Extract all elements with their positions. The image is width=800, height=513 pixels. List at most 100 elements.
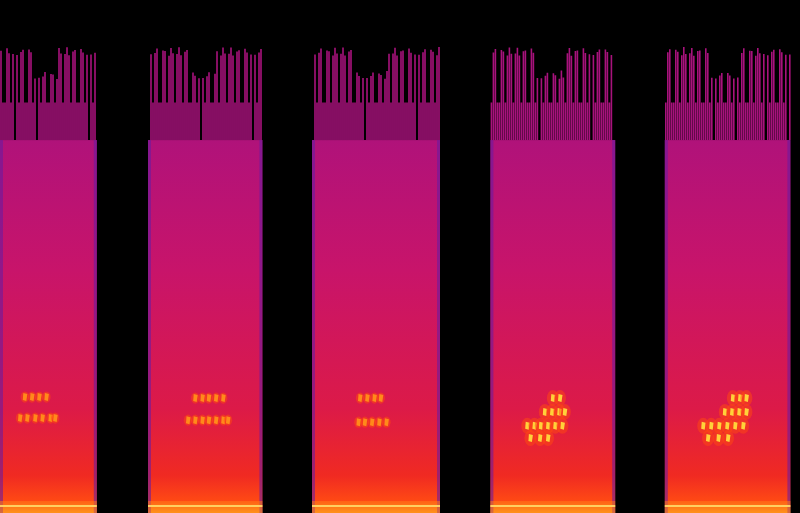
note-glow bbox=[702, 430, 714, 446]
note-glow bbox=[51, 412, 59, 423]
segment bbox=[490, 47, 615, 513]
note bbox=[193, 394, 198, 402]
note-glow bbox=[28, 391, 36, 402]
spectrogram bbox=[0, 0, 800, 513]
floor-line bbox=[665, 505, 791, 507]
note bbox=[214, 394, 219, 402]
note bbox=[709, 422, 714, 430]
plot-area bbox=[0, 47, 790, 513]
segment-body bbox=[148, 140, 262, 513]
note-glow bbox=[212, 392, 220, 403]
note bbox=[358, 394, 363, 402]
note bbox=[717, 422, 722, 430]
note bbox=[558, 394, 563, 402]
edge bbox=[490, 140, 493, 513]
note-glow bbox=[375, 417, 383, 428]
streaks bbox=[666, 47, 790, 140]
edge bbox=[0, 140, 3, 513]
note bbox=[701, 422, 706, 430]
note bbox=[200, 394, 205, 402]
note bbox=[706, 434, 711, 442]
note bbox=[546, 434, 551, 442]
note bbox=[538, 434, 543, 442]
note-glow bbox=[382, 417, 390, 428]
floor-line bbox=[148, 505, 262, 507]
segment-body bbox=[0, 140, 97, 513]
floor-band bbox=[0, 501, 97, 513]
segment bbox=[312, 47, 440, 513]
note-glow bbox=[191, 392, 199, 403]
note bbox=[18, 414, 23, 422]
floor-band bbox=[312, 501, 440, 513]
note-glow bbox=[356, 392, 364, 403]
note bbox=[744, 408, 749, 416]
note-glow bbox=[16, 412, 24, 423]
note-glow bbox=[35, 391, 43, 402]
segment-body bbox=[665, 140, 791, 513]
note bbox=[363, 418, 368, 426]
note bbox=[44, 393, 49, 401]
note-glow bbox=[23, 412, 31, 423]
note bbox=[726, 434, 731, 442]
note-glow bbox=[554, 390, 566, 406]
edge bbox=[437, 140, 440, 513]
note bbox=[33, 414, 38, 422]
floor-band bbox=[490, 501, 615, 513]
segment-body bbox=[490, 140, 615, 513]
note-glow bbox=[363, 392, 371, 403]
note bbox=[193, 416, 198, 424]
edge bbox=[94, 140, 97, 513]
note-glow bbox=[205, 392, 213, 403]
note-glow bbox=[722, 430, 734, 446]
streaks bbox=[1, 47, 95, 140]
note bbox=[377, 418, 382, 426]
streaks bbox=[151, 47, 261, 140]
note-glow bbox=[368, 417, 376, 428]
note bbox=[365, 394, 370, 402]
note bbox=[560, 422, 565, 430]
note bbox=[733, 422, 738, 430]
note-glow bbox=[737, 418, 749, 434]
note bbox=[370, 418, 375, 426]
segment-body bbox=[312, 140, 440, 513]
note bbox=[207, 416, 212, 424]
streaks bbox=[491, 47, 611, 140]
note bbox=[53, 414, 58, 422]
note bbox=[372, 394, 377, 402]
note bbox=[186, 416, 191, 424]
floor-line bbox=[0, 505, 97, 507]
note bbox=[23, 393, 28, 401]
note-glow bbox=[205, 415, 213, 426]
note bbox=[226, 416, 231, 424]
floor-line bbox=[312, 505, 440, 507]
note bbox=[37, 393, 42, 401]
note bbox=[744, 394, 749, 402]
segment bbox=[0, 47, 97, 513]
edge bbox=[312, 140, 315, 513]
note-glow bbox=[219, 392, 227, 403]
floor-line bbox=[490, 505, 615, 507]
note-glow bbox=[377, 392, 385, 403]
background bbox=[0, 0, 800, 513]
note bbox=[384, 418, 389, 426]
note bbox=[379, 394, 384, 402]
edge bbox=[612, 140, 615, 513]
streaks bbox=[315, 47, 439, 140]
note-glow bbox=[556, 418, 568, 434]
note-glow bbox=[21, 391, 29, 402]
segment bbox=[665, 47, 791, 513]
note-glow bbox=[212, 415, 220, 426]
floor-band bbox=[148, 501, 262, 513]
note bbox=[221, 394, 226, 402]
note-glow bbox=[542, 430, 554, 446]
note bbox=[741, 422, 746, 430]
note bbox=[563, 408, 568, 416]
edge bbox=[665, 140, 668, 513]
note-glow bbox=[191, 415, 199, 426]
segment bbox=[148, 47, 262, 513]
note bbox=[207, 394, 212, 402]
note bbox=[25, 414, 30, 422]
edge bbox=[259, 140, 262, 513]
note-glow bbox=[740, 390, 752, 406]
note bbox=[40, 414, 45, 422]
